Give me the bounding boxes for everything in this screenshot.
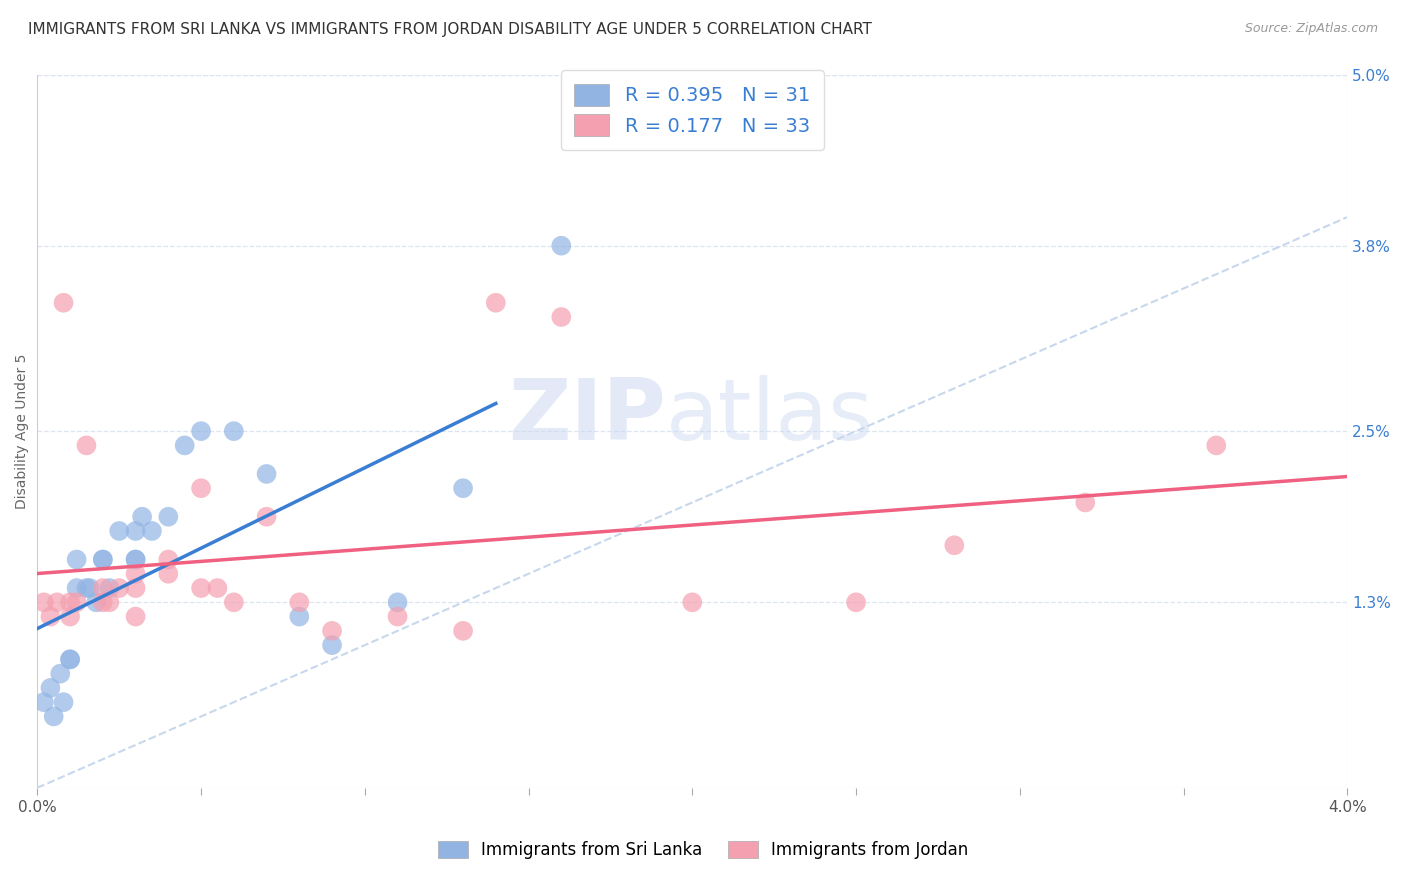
Point: [124, 581, 146, 595]
Point: [256, 467, 278, 481]
Point: [288, 595, 311, 609]
Point: [32, 595, 55, 609]
Point: [173, 438, 195, 452]
Point: [222, 595, 245, 609]
Point: [190, 481, 212, 495]
Point: [108, 524, 131, 538]
Point: [66, 552, 89, 566]
Text: Source: ZipAtlas.com: Source: ZipAtlas.com: [1244, 22, 1378, 36]
Point: [1074, 495, 1097, 509]
Y-axis label: Disability Age Under 5: Disability Age Under 5: [15, 353, 30, 508]
Point: [321, 624, 343, 638]
Point: [91, 552, 114, 566]
Point: [321, 638, 343, 652]
Point: [59, 595, 82, 609]
Point: [84, 595, 107, 609]
Point: [42, 709, 65, 723]
Point: [52, 695, 75, 709]
Legend: Immigrants from Sri Lanka, Immigrants from Jordan: Immigrants from Sri Lanka, Immigrants fr…: [432, 834, 974, 866]
Point: [66, 581, 89, 595]
Point: [451, 481, 474, 495]
Point: [550, 238, 572, 252]
Point: [59, 652, 82, 666]
Text: IMMIGRANTS FROM SRI LANKA VS IMMIGRANTS FROM JORDAN DISABILITY AGE UNDER 5 CORRE: IMMIGRANTS FROM SRI LANKA VS IMMIGRANTS …: [28, 22, 872, 37]
Point: [1205, 438, 1227, 452]
Point: [190, 424, 212, 438]
Point: [222, 424, 245, 438]
Legend: R = 0.395   N = 31, R = 0.177   N = 33: R = 0.395 N = 31, R = 0.177 N = 33: [561, 70, 824, 150]
Point: [157, 552, 180, 566]
Point: [157, 566, 180, 581]
Point: [207, 581, 229, 595]
Point: [32, 695, 55, 709]
Point: [124, 609, 146, 624]
Point: [52, 295, 75, 310]
Point: [845, 595, 868, 609]
Point: [124, 552, 146, 566]
Point: [59, 652, 82, 666]
Point: [943, 538, 966, 552]
Point: [190, 581, 212, 595]
Text: atlas: atlas: [666, 376, 875, 458]
Point: [157, 509, 180, 524]
Point: [91, 595, 114, 609]
Point: [46, 595, 69, 609]
Point: [131, 509, 153, 524]
Point: [98, 581, 121, 595]
Text: ZIP: ZIP: [509, 376, 666, 458]
Point: [141, 524, 163, 538]
Point: [387, 595, 409, 609]
Point: [550, 310, 572, 324]
Point: [681, 595, 703, 609]
Point: [485, 295, 508, 310]
Point: [39, 609, 62, 624]
Point: [256, 509, 278, 524]
Point: [79, 581, 101, 595]
Point: [59, 609, 82, 624]
Point: [91, 552, 114, 566]
Point: [124, 566, 146, 581]
Point: [66, 595, 89, 609]
Point: [98, 595, 121, 609]
Point: [91, 581, 114, 595]
Point: [387, 609, 409, 624]
Point: [39, 681, 62, 695]
Point: [75, 581, 97, 595]
Point: [124, 524, 146, 538]
Point: [288, 609, 311, 624]
Point: [75, 438, 97, 452]
Point: [451, 624, 474, 638]
Point: [124, 552, 146, 566]
Point: [108, 581, 131, 595]
Point: [49, 666, 72, 681]
